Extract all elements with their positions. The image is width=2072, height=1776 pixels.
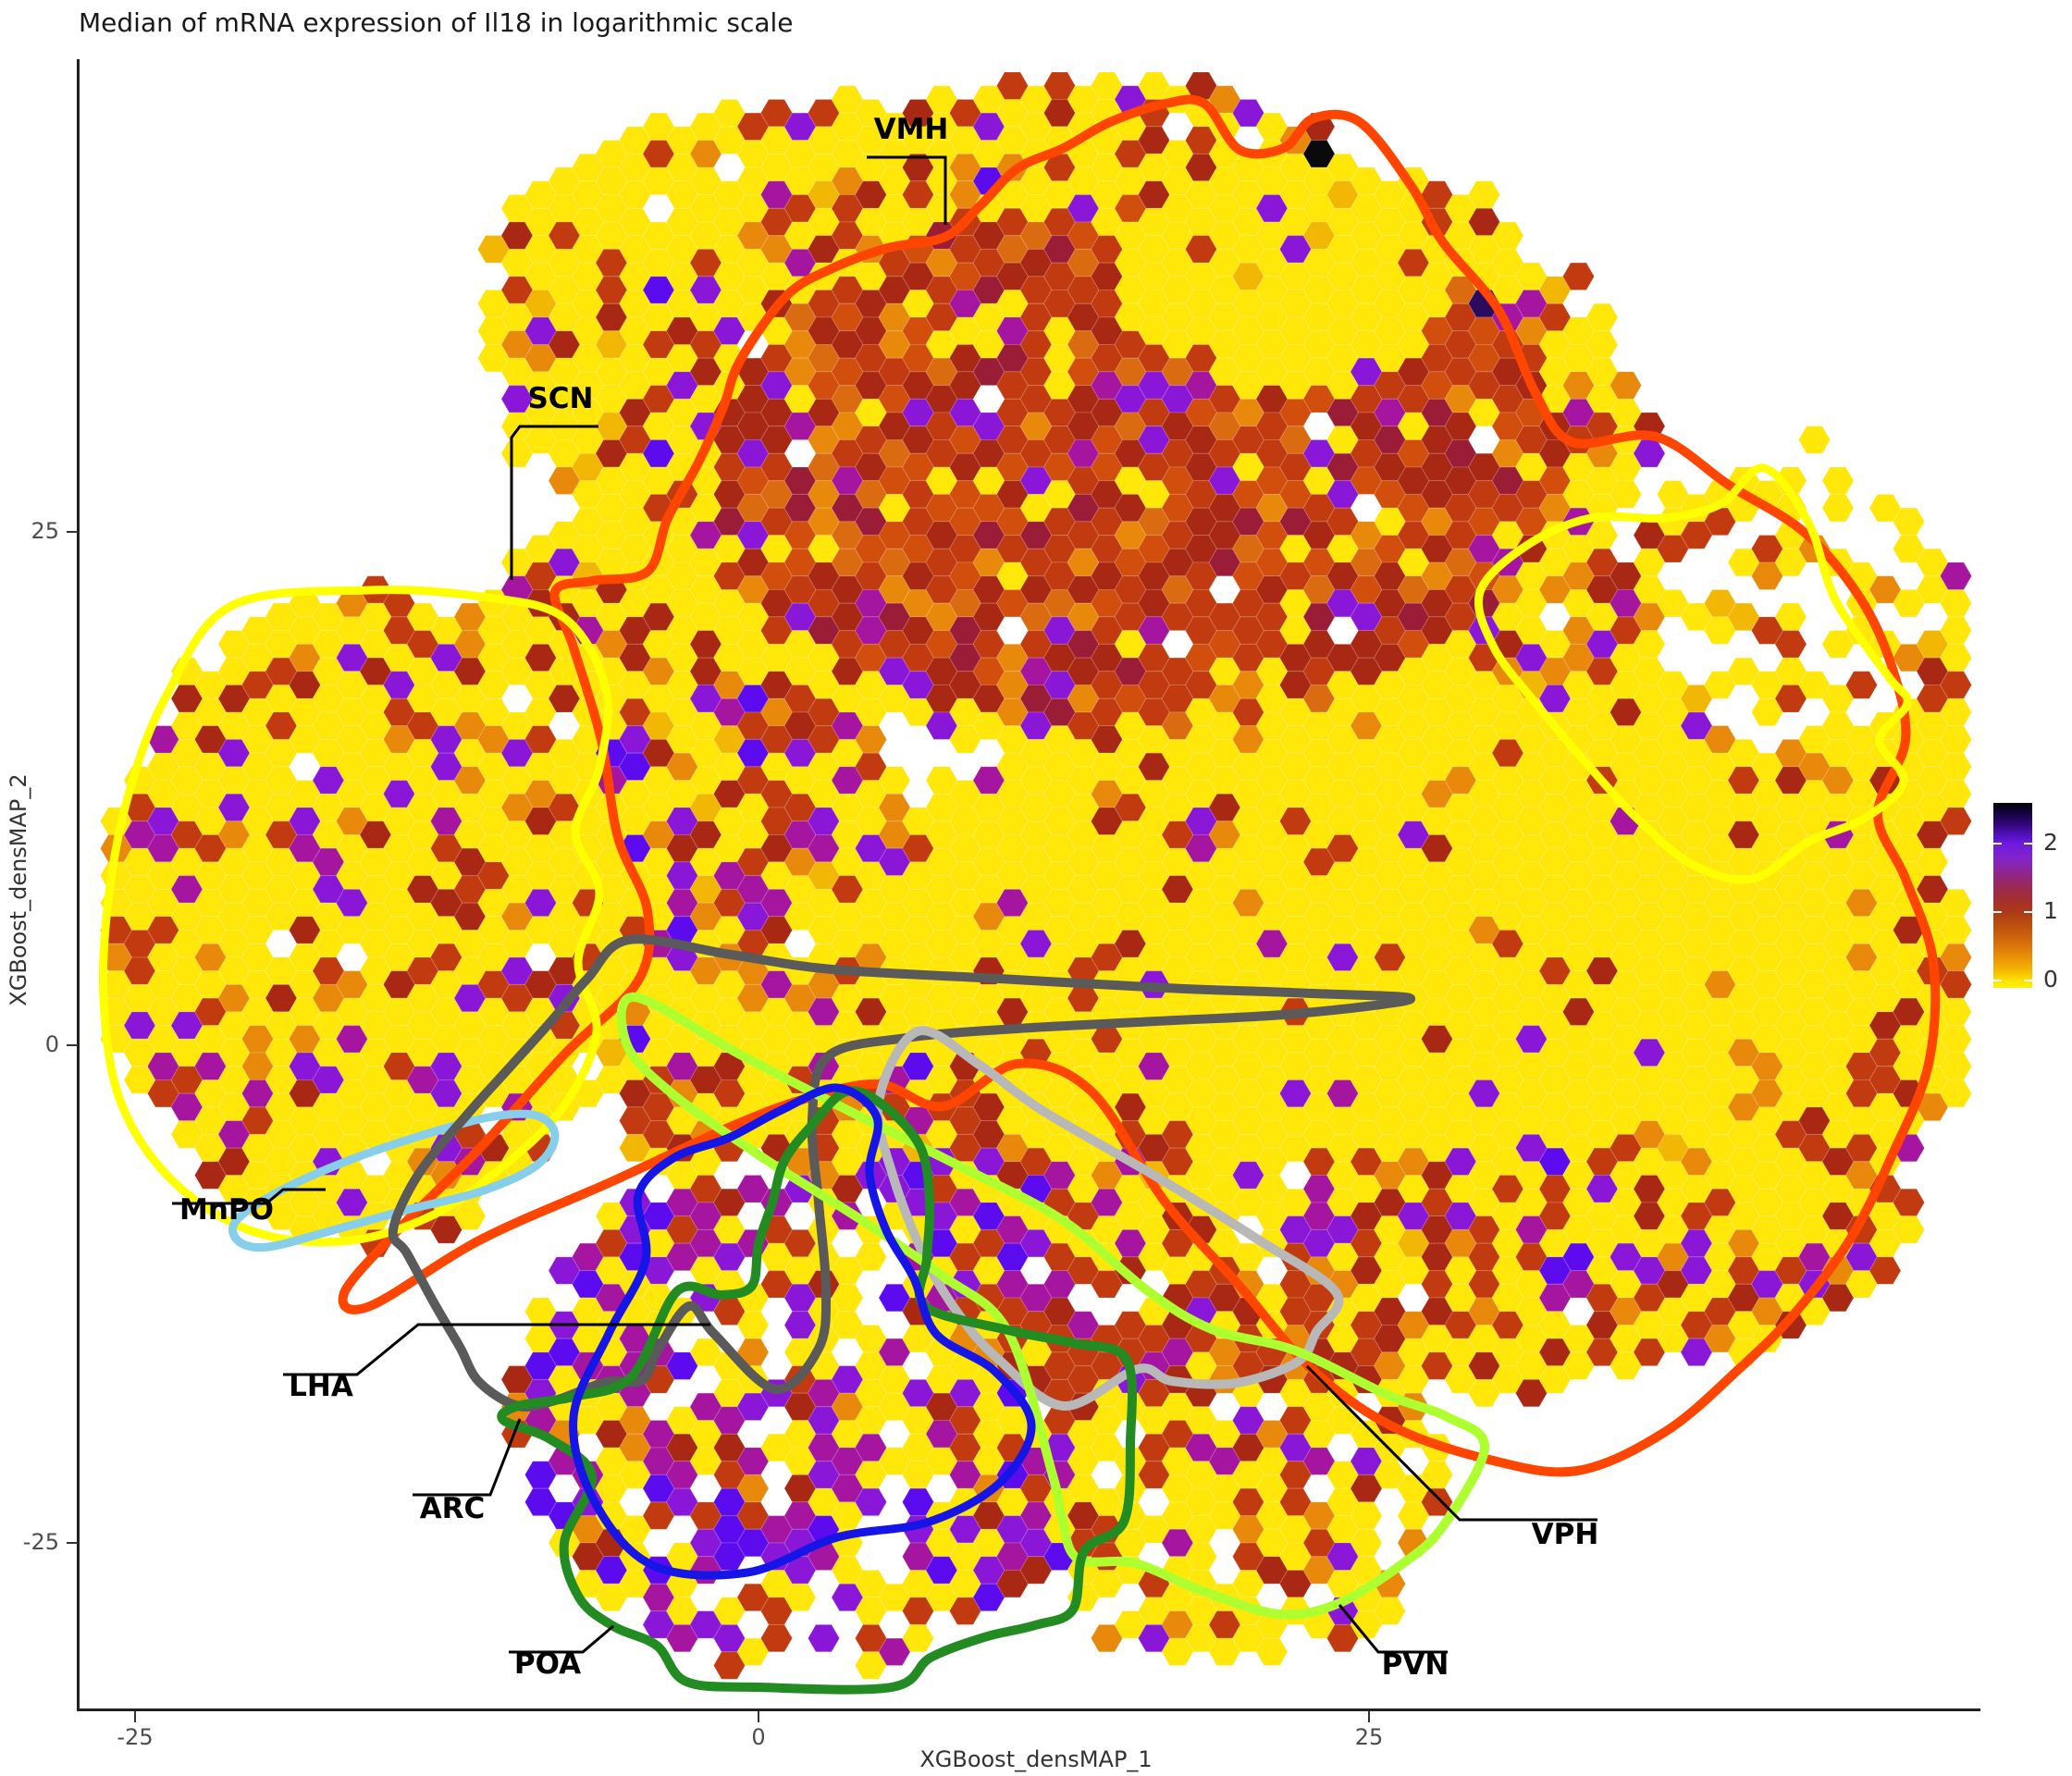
region-label-arc: ARC	[420, 1492, 486, 1525]
y-axis-label: XGBoost_densMAP_2	[6, 773, 31, 1006]
x-tick-label: 0	[751, 1724, 766, 1750]
y-tick-label: 0	[44, 1031, 59, 1057]
hex-cell	[854, 1242, 888, 1272]
hex-cell	[783, 1583, 817, 1612]
leader-line-arc	[413, 1418, 522, 1497]
hex-cell	[1821, 493, 1855, 523]
hex-cell	[1797, 426, 1832, 454]
region-outline-arc	[569, 1083, 1036, 1580]
leader-line-scn	[510, 425, 598, 580]
chart-title: Median of mRNA expression of Il18 in log…	[79, 7, 794, 38]
x-axis-line	[77, 1708, 1980, 1711]
leader-line-vph	[1305, 1364, 1597, 1522]
y-axis-line	[77, 59, 80, 1711]
region-label-lha: LHA	[289, 1370, 353, 1403]
leader-line-lha	[283, 1323, 710, 1376]
colorbar-notch	[2024, 843, 2032, 845]
hex-cell	[1373, 1597, 1407, 1625]
hex-cell	[1892, 1215, 1926, 1244]
x-tick-label: -25	[117, 1724, 154, 1750]
hex-cell	[453, 1202, 487, 1230]
region-outline-poa	[497, 1086, 1138, 1695]
colorbar-notch	[1993, 980, 2002, 981]
region-label-mnpo: MnPO	[179, 1193, 274, 1227]
leader-line-vmh	[867, 155, 947, 225]
colorbar-tick-label: 2	[2043, 829, 2058, 856]
region-label-pvn: PVN	[1382, 1648, 1449, 1682]
region-outline-vph	[873, 1026, 1344, 1411]
region-annotations: VMH SCN MnPO LHA VPH PVN POA ARC	[172, 113, 1598, 1682]
region-outline-vmh	[338, 94, 1941, 1477]
region-outline-scn	[98, 586, 612, 1247]
region-outline-lha	[388, 934, 1416, 1412]
x-tick-mark	[134, 1711, 136, 1722]
x-tick-mark	[758, 1711, 759, 1722]
colorbar-notch	[2024, 911, 2032, 913]
hex-cell	[1255, 1637, 1289, 1667]
colorbar-tick-label: 1	[2043, 897, 2058, 924]
hex-cell	[901, 1623, 935, 1653]
colorbar-notch	[1993, 911, 2002, 913]
y-tick-mark	[67, 1542, 78, 1544]
region-label-vmh: VMH	[874, 113, 949, 146]
hex-cell	[1844, 671, 1879, 699]
hex-cell	[759, 1623, 794, 1653]
leader-line-mnpo	[172, 1188, 326, 1205]
region-label-vph: VPH	[1532, 1518, 1599, 1551]
x-tick-label: 25	[1354, 1724, 1384, 1750]
x-axis-label: XGBoost_densMAP_1	[919, 1746, 1153, 1772]
hex-cell	[1561, 262, 1596, 291]
colorbar-notch	[1993, 843, 2002, 845]
region-outline-mnpo	[228, 1109, 560, 1252]
leader-line-poa	[509, 1624, 614, 1654]
hex-cell	[1609, 480, 1643, 509]
leader-line-pvn	[1338, 1604, 1448, 1654]
colorbar-notch	[2024, 980, 2032, 981]
hexbin-plot: VMH SCN MnPO LHA VPH PVN POA ARC	[98, 71, 1973, 1695]
region-label-poa: POA	[514, 1647, 581, 1681]
hex-grid	[99, 71, 1973, 1680]
hex-cell	[1939, 1079, 1973, 1108]
hex-cell	[1821, 466, 1855, 495]
region-label-scn: SCN	[527, 382, 593, 415]
hex-cell	[807, 1623, 841, 1653]
y-tick-label: 25	[31, 518, 59, 544]
region-outline-pvn	[616, 993, 1489, 1620]
region-outline-scn-2	[1474, 463, 1912, 884]
y-tick-mark	[67, 531, 78, 533]
hex-cell	[854, 1487, 888, 1517]
hex-cell	[1868, 1256, 1902, 1285]
x-tick-mark	[1368, 1711, 1370, 1722]
region-outlines	[98, 94, 1941, 1695]
colorbar-tick-label: 0	[2043, 966, 2058, 993]
y-tick-label: -25	[22, 1529, 59, 1555]
y-tick-mark	[67, 1044, 78, 1046]
colorbar	[1993, 803, 2032, 988]
hex-cell	[1939, 807, 1973, 835]
